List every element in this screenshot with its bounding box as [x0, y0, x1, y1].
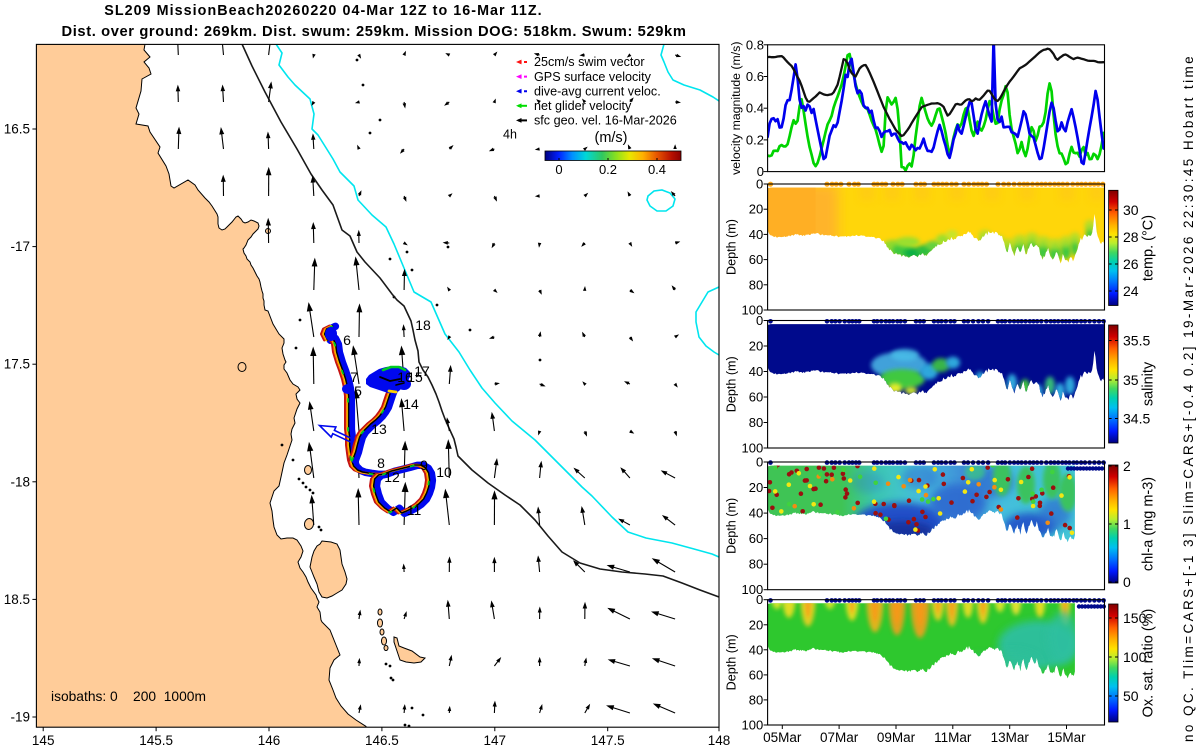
svg-text:Depth (m): Depth (m): [725, 634, 739, 690]
svg-text:Depth (m): Depth (m): [725, 219, 739, 275]
svg-text:147: 147: [484, 733, 507, 748]
svg-text:-17: -17: [10, 239, 30, 254]
svg-text:18: 18: [415, 317, 431, 333]
svg-text:0.2: 0.2: [599, 162, 617, 177]
svg-text:100: 100: [741, 718, 763, 733]
svg-text:148: 148: [708, 733, 731, 748]
svg-text:40: 40: [749, 227, 763, 242]
svg-text:0: 0: [555, 162, 562, 177]
svg-text:30: 30: [1123, 202, 1139, 218]
svg-text:100: 100: [741, 582, 763, 597]
svg-text:34.5: 34.5: [1123, 411, 1150, 427]
svg-text:11: 11: [407, 502, 422, 518]
svg-text:20: 20: [749, 202, 763, 217]
svg-text:146: 146: [258, 733, 281, 748]
svg-text:4h: 4h: [503, 128, 517, 142]
svg-text:80: 80: [749, 415, 763, 430]
svg-text:-19: -19: [10, 710, 30, 725]
svg-text:13: 13: [371, 421, 387, 437]
svg-text:Dist. over ground: 269km. Dist: Dist. over ground: 269km. Dist. swum: 25…: [61, 24, 686, 40]
svg-text:17.5: 17.5: [4, 357, 30, 372]
svg-text:salinity: salinity: [1141, 361, 1157, 406]
svg-text:09Mar: 09Mar: [877, 730, 916, 745]
svg-text:05Mar: 05Mar: [763, 730, 802, 745]
svg-text:25cm/s swim vector: 25cm/s swim vector: [534, 55, 645, 69]
svg-text:60: 60: [749, 667, 763, 682]
svg-text:100: 100: [741, 441, 763, 456]
svg-text:20: 20: [749, 480, 763, 495]
svg-text:28: 28: [1123, 229, 1139, 245]
svg-text:147.5: 147.5: [591, 733, 625, 748]
svg-text:11Mar: 11Mar: [934, 730, 972, 745]
svg-text:40: 40: [749, 506, 763, 521]
svg-text:16.5: 16.5: [4, 122, 30, 137]
svg-text:146.5: 146.5: [365, 733, 399, 748]
svg-text:9: 9: [420, 457, 428, 473]
svg-text:7: 7: [350, 369, 358, 385]
svg-text:15Mar: 15Mar: [1047, 730, 1086, 745]
svg-text:0: 0: [1123, 574, 1131, 590]
svg-text:35.5: 35.5: [1123, 333, 1150, 349]
svg-text:17: 17: [414, 363, 430, 379]
svg-text:40: 40: [749, 364, 763, 379]
svg-text:0.6: 0.6: [746, 69, 764, 84]
svg-text:no QC. Tlim=CARS+[-1 3] Slim=C: no QC. Tlim=CARS+[-1 3] Slim=CARS+[-0.4 …: [1181, 54, 1196, 742]
svg-text:temp. (°C): temp. (°C): [1141, 215, 1157, 281]
svg-text:0: 0: [756, 313, 763, 328]
svg-text:0: 0: [756, 592, 763, 607]
svg-text:60: 60: [749, 390, 763, 405]
svg-text:20: 20: [749, 617, 763, 632]
svg-text:5: 5: [354, 383, 362, 399]
svg-text:6: 6: [343, 332, 351, 348]
svg-text:60: 60: [749, 531, 763, 546]
svg-text:18.5: 18.5: [4, 592, 30, 607]
svg-text:0.4: 0.4: [648, 162, 666, 177]
svg-text:80: 80: [749, 557, 763, 572]
svg-text:100: 100: [1123, 649, 1147, 665]
svg-text:150: 150: [1123, 610, 1147, 626]
svg-text:Depth (m): Depth (m): [725, 498, 739, 554]
svg-text:12: 12: [384, 469, 400, 485]
svg-text:35: 35: [1123, 372, 1139, 388]
svg-text:sfc geo. vel. 16-Mar-2026: sfc geo. vel. 16-Mar-2026: [534, 114, 677, 128]
svg-text:-18: -18: [10, 474, 30, 489]
svg-text:20: 20: [749, 339, 763, 354]
svg-text:40: 40: [749, 642, 763, 657]
svg-text:07Mar: 07Mar: [820, 730, 859, 745]
svg-text:SL209 MissionBeach20260220 04-: SL209 MissionBeach20260220 04-Mar 12Z to…: [104, 3, 542, 19]
svg-text:GPS surface velocity: GPS surface velocity: [534, 70, 652, 84]
svg-text:Ox. sat. ratio (%): Ox. sat. ratio (%): [1141, 609, 1157, 718]
svg-text:0.8: 0.8: [746, 37, 764, 52]
svg-text:net glider velocity: net glider velocity: [534, 99, 632, 113]
svg-text:0: 0: [756, 177, 763, 192]
svg-text:50: 50: [1123, 688, 1139, 704]
svg-text:0.2: 0.2: [746, 132, 764, 147]
svg-text:isobaths: 0 200 1000m: isobaths: 0 200 1000m: [51, 689, 206, 704]
svg-text:2: 2: [1123, 458, 1131, 474]
svg-text:24: 24: [1123, 283, 1139, 299]
svg-text:0: 0: [756, 455, 763, 470]
svg-text:100: 100: [741, 303, 763, 318]
svg-text:0: 0: [757, 164, 764, 179]
svg-text:0.4: 0.4: [746, 101, 764, 116]
svg-text:80: 80: [749, 277, 763, 292]
svg-text:chl-a (mg m-3): chl-a (mg m-3): [1141, 477, 1157, 571]
svg-text:(m/s): (m/s): [594, 130, 627, 146]
svg-text:dive-avg current veloc.: dive-avg current veloc.: [534, 84, 661, 98]
svg-text:60: 60: [749, 252, 763, 267]
svg-text:8: 8: [377, 455, 385, 471]
svg-text:26: 26: [1123, 256, 1139, 272]
svg-text:145: 145: [32, 733, 55, 748]
svg-text:80: 80: [749, 692, 763, 707]
svg-text:145.5: 145.5: [139, 733, 173, 748]
svg-text:14: 14: [403, 396, 419, 412]
svg-text:Depth (m): Depth (m): [724, 356, 738, 412]
svg-text:10: 10: [436, 464, 452, 480]
svg-text:16: 16: [397, 369, 413, 385]
svg-text:15: 15: [407, 369, 423, 385]
svg-text:1: 1: [1123, 516, 1131, 532]
svg-text:velocity magnitude (m/s): velocity magnitude (m/s): [729, 42, 743, 175]
svg-text:13Mar: 13Mar: [991, 730, 1030, 745]
